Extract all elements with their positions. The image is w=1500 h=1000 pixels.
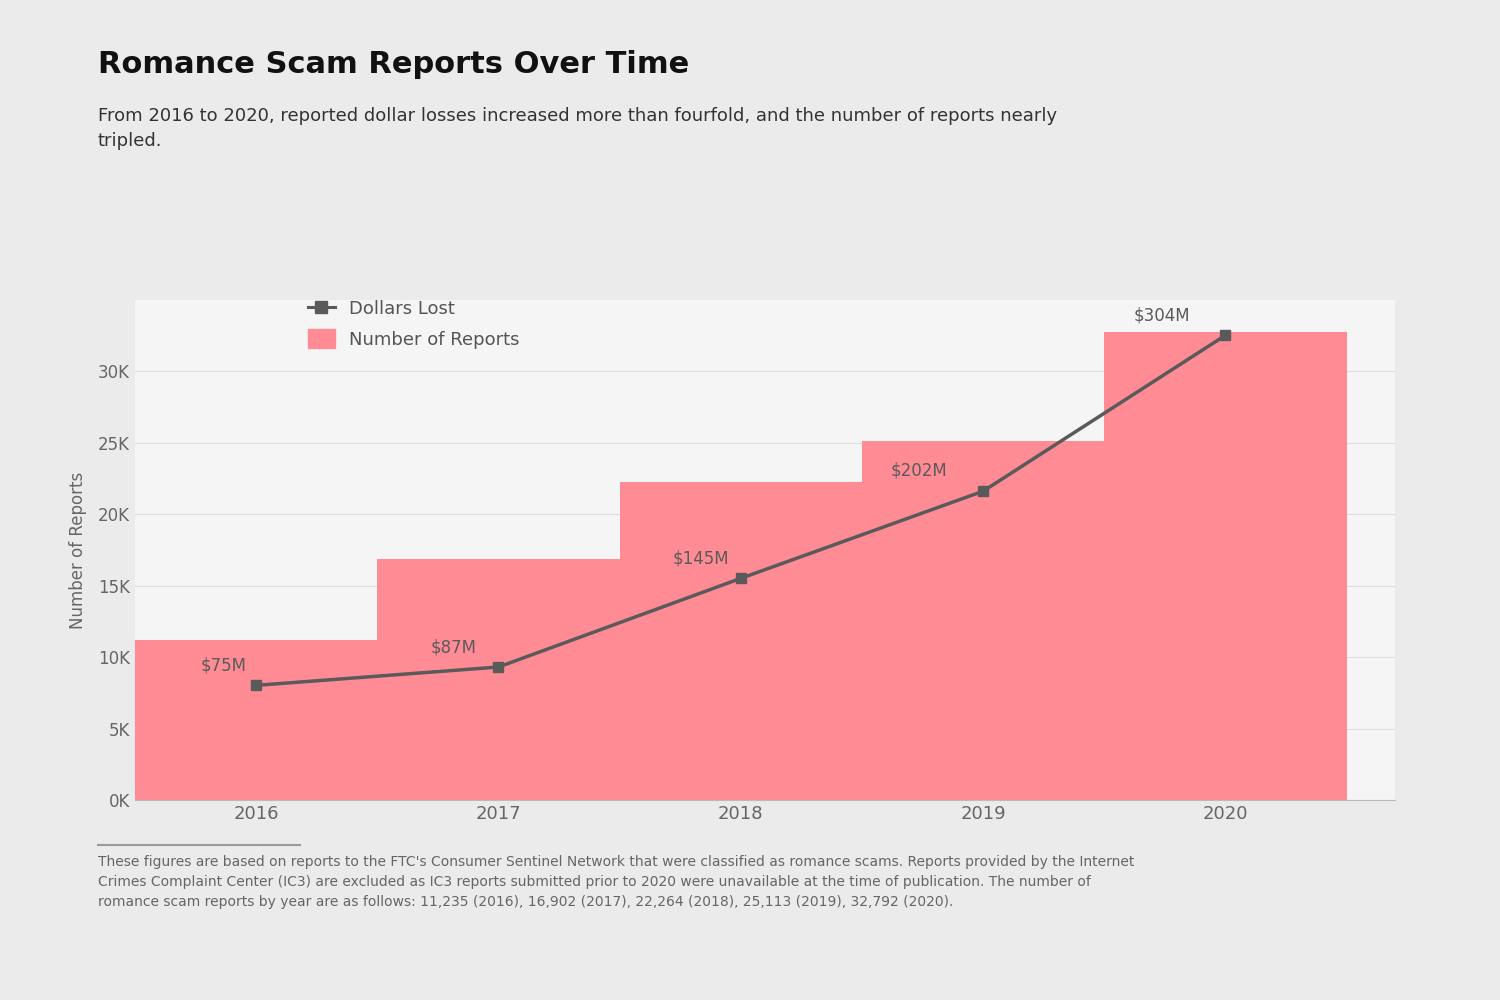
Text: Romance Scam Reports Over Time: Romance Scam Reports Over Time bbox=[98, 50, 688, 79]
Text: $304M: $304M bbox=[1134, 306, 1190, 324]
Text: $145M: $145M bbox=[674, 549, 729, 567]
Text: $87M: $87M bbox=[430, 638, 477, 656]
Legend: Dollars Lost, Number of Reports: Dollars Lost, Number of Reports bbox=[308, 299, 520, 349]
Y-axis label: Number of Reports: Number of Reports bbox=[69, 471, 87, 629]
Text: From 2016 to 2020, reported dollar losses increased more than fourfold, and the : From 2016 to 2020, reported dollar losse… bbox=[98, 107, 1056, 150]
Text: $202M: $202M bbox=[891, 462, 948, 480]
Text: $75M: $75M bbox=[201, 656, 246, 674]
Text: These figures are based on reports to the FTC's Consumer Sentinel Network that w: These figures are based on reports to th… bbox=[98, 855, 1134, 909]
